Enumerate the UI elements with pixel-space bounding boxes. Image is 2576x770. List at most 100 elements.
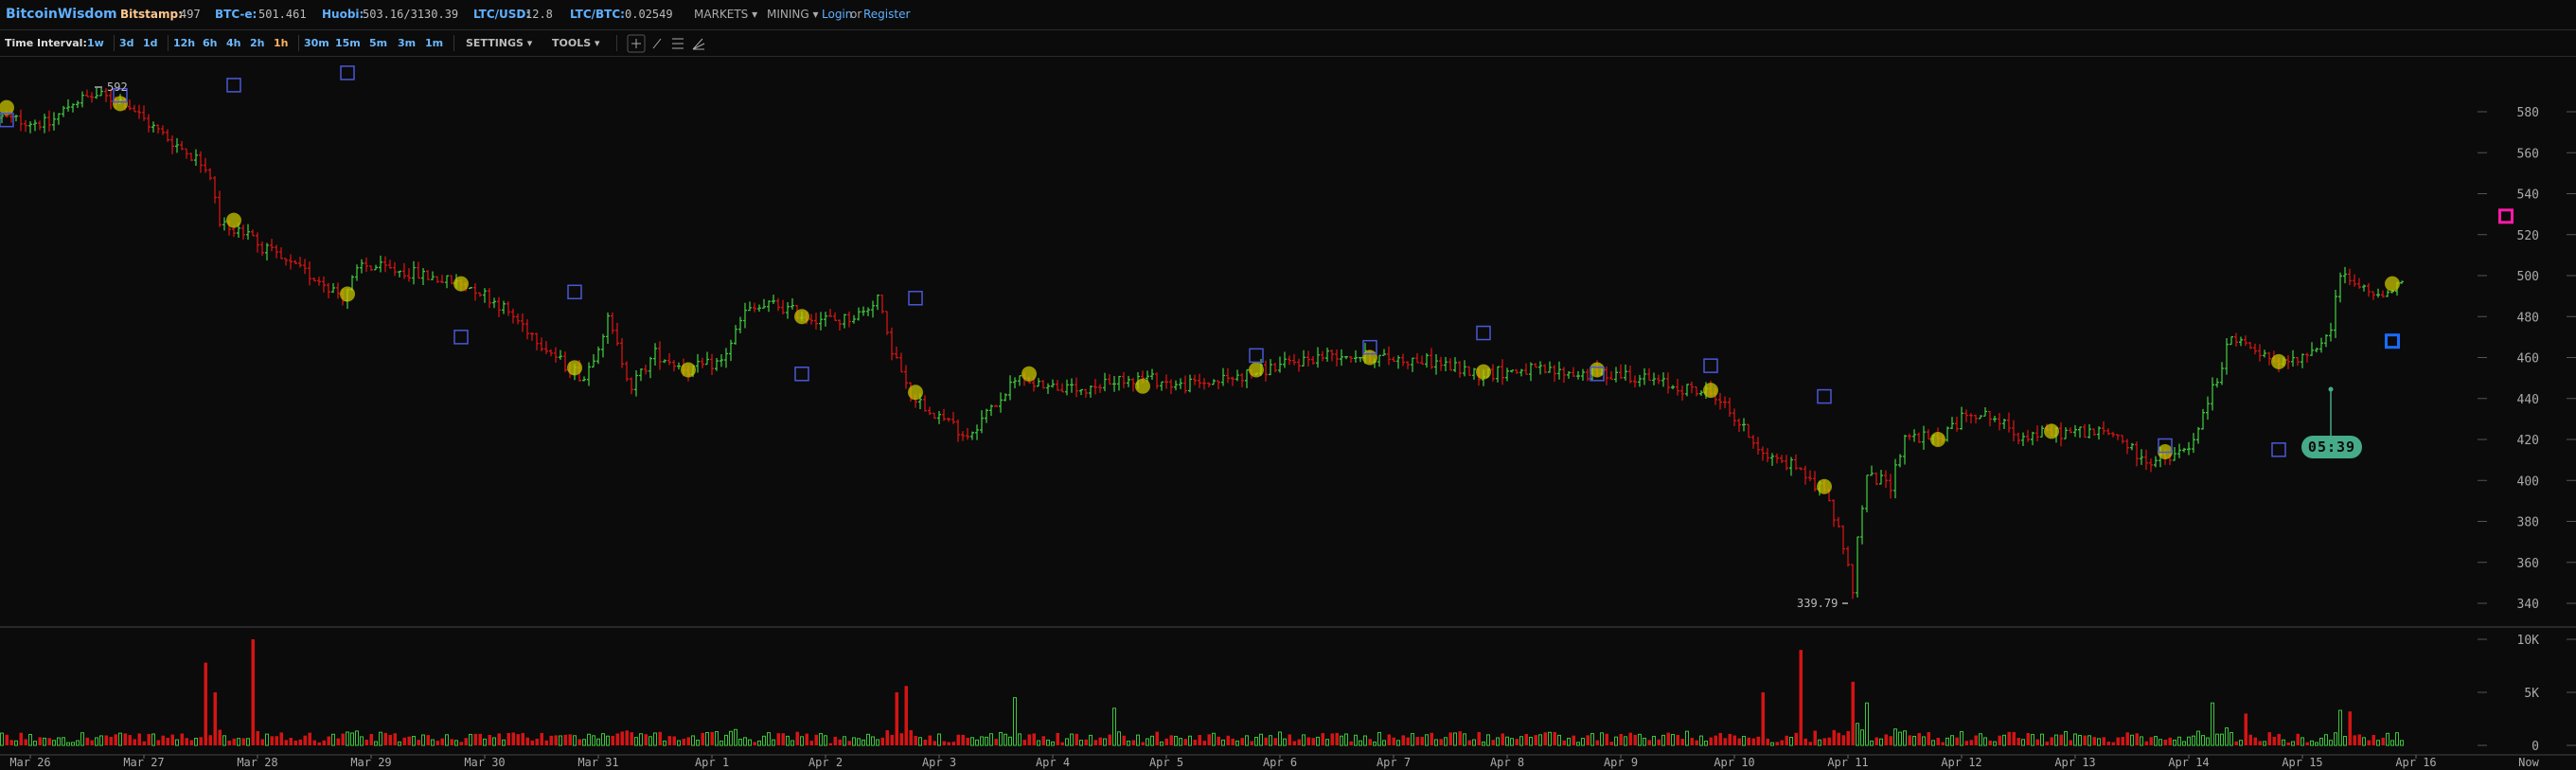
interval-3m[interactable]: 3m <box>398 37 417 49</box>
price-bar <box>890 327 894 361</box>
price-bar <box>2372 291 2375 300</box>
price-tick-label: 340 <box>2517 598 2539 612</box>
markets-menu[interactable]: MARKETS ▾ <box>694 8 758 21</box>
register-link[interactable]: Register <box>863 8 911 21</box>
volume-bar <box>450 739 453 745</box>
ticker-label-ltcusd[interactable]: LTC/USD: <box>473 8 531 21</box>
price-bar <box>52 112 56 131</box>
volume-bar <box>469 733 472 746</box>
fan-icon[interactable] <box>692 38 705 50</box>
interval-15m[interactable]: 15m <box>335 37 361 49</box>
volume-tick-label: 5K <box>2524 687 2539 701</box>
date-tick-label: Mar 26 <box>9 756 50 769</box>
volume-bar <box>1780 740 1784 745</box>
price-bar <box>1037 378 1040 387</box>
price-bar <box>1841 525 1845 555</box>
tools-menu[interactable]: TOOLS ▾ <box>552 37 600 49</box>
price-bar <box>450 275 453 285</box>
price-bar <box>151 121 155 133</box>
interval-3d[interactable]: 3d <box>119 37 134 49</box>
ticker-label-huobi[interactable]: Huobi: <box>322 8 364 21</box>
volume-bar <box>724 734 728 746</box>
price-chart[interactable]: 580560540520500480460440420400380360340 … <box>0 57 2576 770</box>
volume-bar <box>2263 741 2266 746</box>
horizontal-lines-icon[interactable] <box>672 38 684 49</box>
price-bar <box>24 119 27 133</box>
price-bar <box>1448 358 1452 371</box>
volume-bar <box>2016 738 2020 745</box>
volume-bar <box>1022 740 1026 745</box>
price-bar <box>1377 354 1381 367</box>
volume-bar <box>1983 737 1987 746</box>
interval-1m[interactable]: 1m <box>425 37 444 49</box>
price-bar <box>147 114 151 133</box>
volume-bar <box>114 734 117 745</box>
interval-1h[interactable]: 1h <box>274 37 289 49</box>
volume-bar <box>705 732 709 746</box>
volume-bar <box>1496 737 1500 746</box>
ticker-label-bitstamp[interactable]: Bitstamp: <box>120 8 183 21</box>
mining-menu[interactable]: MINING ▾ <box>767 8 819 21</box>
volume-bar <box>2258 741 2262 745</box>
date-tick-label: Apr 7 <box>1377 756 1411 769</box>
volume-bar <box>2291 741 2295 746</box>
price-bar <box>876 294 879 311</box>
volume-bar <box>606 735 610 746</box>
login-link[interactable]: Login <box>822 8 853 21</box>
price-bar <box>715 357 719 371</box>
price-bar <box>440 275 444 284</box>
volume-bar <box>843 736 846 746</box>
volume-bar <box>620 731 624 745</box>
now-label: Now <box>2518 756 2539 769</box>
volume-bar <box>1884 734 1888 745</box>
price-bar <box>1732 408 1736 426</box>
volume-bar <box>942 741 946 745</box>
settings-menu[interactable]: SETTINGS ▾ <box>466 37 533 49</box>
interval-1w[interactable]: 1w <box>87 37 104 49</box>
ticker-label-btce[interactable]: BTC-e: <box>215 8 258 21</box>
price-bar <box>1302 349 1306 367</box>
brand-logo[interactable]: BitcoinWisdom <box>6 7 117 22</box>
volume-bar <box>805 733 808 745</box>
volume-bar <box>899 733 903 745</box>
price-bar <box>1164 374 1168 389</box>
price-bar <box>2073 424 2077 438</box>
volume-bar <box>1927 732 1930 745</box>
interval-30m[interactable]: 30m <box>304 37 329 49</box>
volume-bar <box>852 737 856 746</box>
volume-bar <box>275 736 278 745</box>
volume-bar <box>2002 734 2006 746</box>
volume-bar <box>43 737 46 746</box>
price-bar <box>303 259 307 275</box>
volume-bar <box>80 732 84 746</box>
interval-4h[interactable]: 4h <box>226 37 241 49</box>
volume-bar <box>109 736 113 745</box>
volume-bar <box>256 730 259 745</box>
ticker-label-ltcbtc[interactable]: LTC/BTC: <box>570 8 625 21</box>
crosshair-icon[interactable] <box>627 34 646 53</box>
volume-bar <box>1543 732 1547 745</box>
ticker-value-ltcbtc: 0.02549 <box>625 8 673 21</box>
price-bar <box>1680 385 1684 401</box>
volume-bar <box>336 738 340 745</box>
price-bar <box>1998 413 2001 431</box>
interval-6h[interactable]: 6h <box>203 37 218 49</box>
interval-1d[interactable]: 1d <box>143 37 158 49</box>
interval-2h[interactable]: 2h <box>250 37 265 49</box>
price-bar <box>47 110 51 132</box>
price-bar <box>1927 429 1930 440</box>
price-tick-label: 500 <box>2517 270 2539 284</box>
interval-5m[interactable]: 5m <box>369 37 388 49</box>
price-bar <box>672 360 676 372</box>
volume-bar <box>611 735 614 745</box>
price-bar <box>2291 349 2295 367</box>
volume-bar <box>388 734 392 745</box>
volume-bar <box>729 730 733 746</box>
price-bar <box>2035 425 2039 441</box>
volume-bar <box>1685 730 1689 746</box>
price-bar <box>161 125 165 135</box>
price-bar <box>1510 369 1514 373</box>
interval-12h[interactable]: 12h <box>173 37 196 49</box>
volume-bar <box>1548 731 1552 746</box>
trendline-icon[interactable] <box>652 38 662 49</box>
